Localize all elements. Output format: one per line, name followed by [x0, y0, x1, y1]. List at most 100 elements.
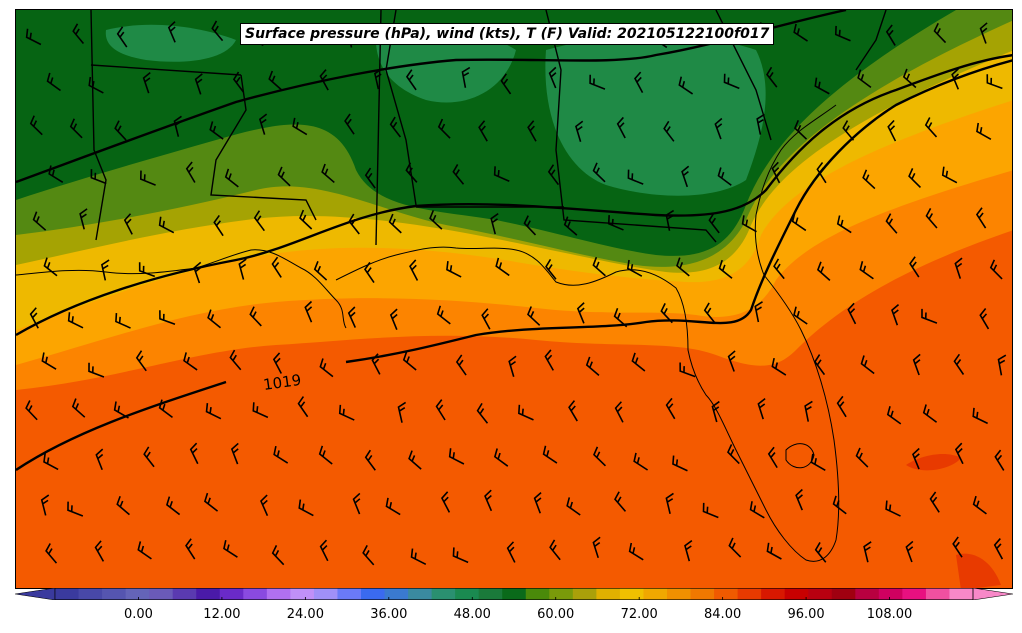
wind-barb: [634, 71, 644, 94]
wind-barb: [989, 259, 1003, 280]
wind-barb: [260, 494, 269, 516]
wind-barb: [741, 215, 757, 233]
wind-barb: [189, 442, 199, 465]
wind-barb: [405, 69, 417, 91]
wind-barb: [101, 259, 110, 281]
colorbar-segment: [925, 588, 950, 600]
colorbar-tick-label: 36.00: [370, 607, 408, 622]
wind-barb: [672, 455, 688, 472]
wind-barb: [547, 164, 560, 186]
wind-barb: [568, 400, 578, 422]
wind-barb: [925, 208, 938, 229]
wind-barb: [402, 351, 417, 371]
wind-barb: [203, 492, 219, 512]
wind-barb: [493, 448, 509, 467]
wind-barb: [793, 306, 808, 325]
wind-barb: [766, 66, 778, 88]
wind-barb: [859, 261, 874, 280]
colorbar-tick-label: 60.00: [537, 607, 575, 622]
state-line-2: [90, 64, 242, 76]
wind-barb: [94, 540, 105, 562]
wind-barb: [681, 165, 690, 188]
wind-barb: [922, 404, 938, 423]
wind-barb: [506, 541, 516, 563]
colorbar-tick-label: 72.00: [620, 607, 658, 622]
colorbar-arrow-high: [972, 588, 1013, 600]
colorbar-segment: [714, 588, 739, 600]
wind-barb: [972, 407, 988, 425]
wind-barb: [476, 402, 489, 424]
wind-barb: [135, 350, 147, 372]
wind-barb: [954, 257, 963, 279]
wind-barb: [48, 165, 64, 184]
wind-barb: [665, 397, 676, 420]
colorbar-tick-label: 24.00: [286, 607, 324, 622]
wind-barb: [749, 501, 765, 519]
wind-barb: [114, 120, 127, 141]
wind-barb: [405, 162, 418, 183]
wind-barb: [631, 352, 646, 372]
wind-barb: [272, 352, 283, 374]
colorbar-segment: [690, 588, 715, 600]
wind-barb: [767, 446, 778, 469]
wind-barb: [318, 445, 333, 465]
wind-barb: [158, 216, 175, 234]
wind-barb: [158, 399, 173, 418]
wind-barb: [836, 395, 847, 418]
wind-barb: [832, 495, 847, 515]
isobar-label: 1019: [262, 371, 302, 394]
wind-barb: [437, 118, 451, 139]
wind-barb: [224, 168, 239, 188]
wind-barb: [633, 452, 649, 471]
colorbar-segment: [902, 588, 927, 600]
wind-barb: [665, 209, 675, 231]
wind-barb: [45, 543, 58, 564]
wind-barb: [43, 257, 58, 277]
wind-barb: [46, 72, 61, 92]
wind-barb: [723, 73, 740, 90]
colorbar-segment: [643, 588, 668, 600]
wind-barb: [814, 542, 827, 563]
wind-barb: [194, 73, 203, 95]
colorbar-segment: [808, 588, 833, 600]
wind-barb: [592, 162, 606, 183]
wind-barb: [563, 216, 578, 236]
wind-barb: [952, 536, 963, 558]
wind-barb: [167, 21, 176, 43]
temp-band-med-green: [545, 35, 766, 196]
wind-barb: [249, 306, 262, 327]
wind-barb: [25, 400, 38, 421]
colorbar-segment: [549, 588, 574, 600]
wind-barb: [703, 302, 716, 324]
colorbar-tick-label: 96.00: [787, 607, 825, 622]
wind-barb: [728, 537, 742, 558]
colorbar-arrow-low: [15, 588, 56, 600]
wind-barb: [436, 305, 451, 325]
wind-barb: [440, 491, 451, 513]
wind-barb: [627, 169, 644, 185]
wind-barb: [72, 23, 85, 45]
wind-barb: [455, 354, 467, 376]
wind-barb: [676, 257, 690, 277]
wind-barb: [461, 66, 471, 88]
colorbar-segment: [949, 588, 974, 600]
wind-barb: [32, 211, 47, 231]
wind-barb: [123, 213, 133, 235]
temp-band-med-green-3: [105, 24, 236, 62]
wind-barb: [771, 357, 787, 376]
colorbar-segment: [431, 588, 456, 600]
isobar-2: [16, 54, 1012, 337]
wind-barb: [855, 447, 869, 468]
colorbar-tick-label: 0.00: [123, 607, 153, 622]
colorbar-segment: [761, 588, 786, 600]
wind-barb: [891, 303, 900, 326]
wind-barb: [319, 69, 329, 91]
wind-barb: [193, 261, 202, 284]
wind-barb: [718, 259, 733, 279]
colorbar-segment: [455, 588, 480, 600]
wind-barb: [678, 76, 694, 95]
wind-barb: [711, 400, 720, 423]
wind-barb: [88, 362, 105, 378]
wind-barb: [589, 74, 606, 90]
wind-barb: [527, 306, 541, 326]
